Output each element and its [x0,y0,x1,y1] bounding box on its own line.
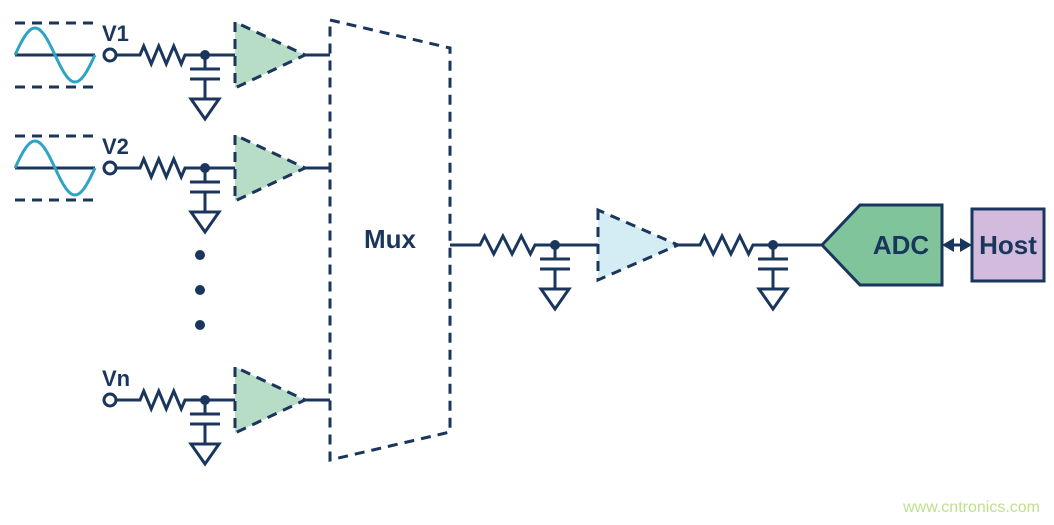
mux-label: Mux [364,224,417,254]
ground-symbol [191,430,219,464]
watermark: www.cntronics.com [902,499,1040,516]
channel-label-v1: V1 [102,21,129,46]
channel-label-v2: V2 [102,134,129,159]
resistor [130,159,195,177]
ellipsis-dot [195,285,205,295]
terminal [104,162,116,174]
amplifier [235,135,305,201]
signal-source [15,23,95,87]
amplifier [235,22,305,88]
resistor [690,236,763,254]
amplifier [598,210,678,280]
host-label: Host [979,230,1037,260]
capacitor [190,400,220,430]
ground-symbol [191,85,219,119]
capacitor [190,55,220,85]
channel-label-vn: Vn [102,366,130,391]
capacitor [540,245,570,275]
ground-symbol [541,275,569,309]
signal-source [15,136,95,200]
signal-chain-diagram: V1 V2 Vn Mux ADC Host www.cntronics.com [0,0,1054,525]
ellipsis-dot [195,320,205,330]
resistor [130,46,195,64]
resistor [130,391,195,409]
resistor [470,236,545,254]
capacitor [190,168,220,198]
terminal [104,49,116,61]
ground-symbol [759,275,787,309]
terminal [104,394,116,406]
capacitor [758,245,788,275]
ellipsis-dot [195,250,205,260]
ground-symbol [191,198,219,232]
amplifier [235,367,305,433]
adc-label: ADC [873,230,930,260]
